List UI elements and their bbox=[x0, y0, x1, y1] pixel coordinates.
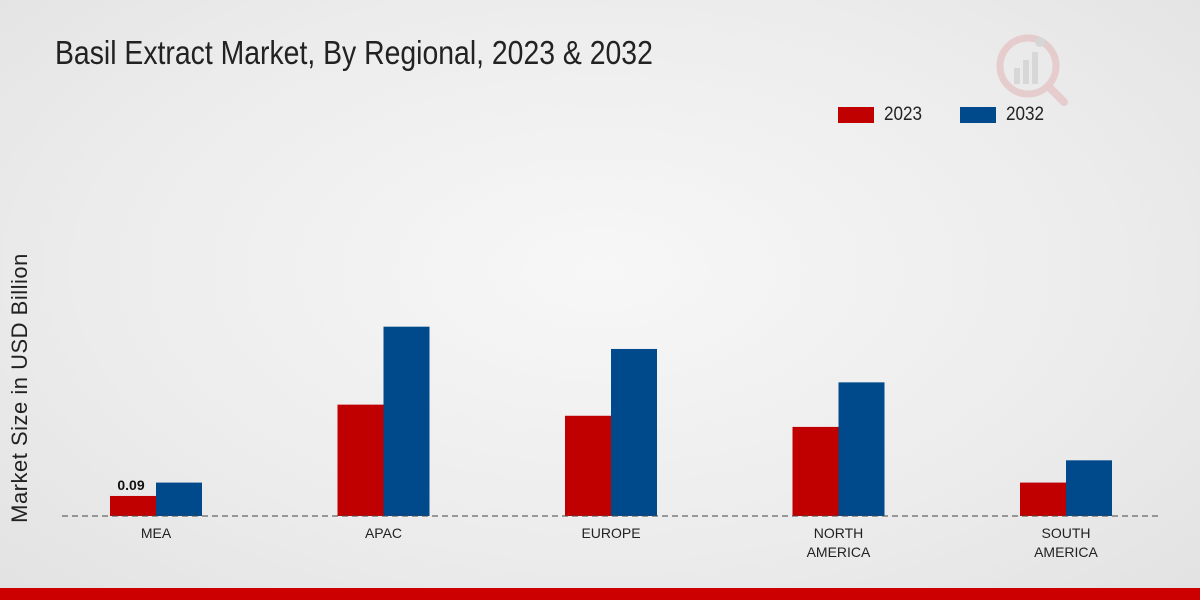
bar-2023-europe bbox=[565, 415, 611, 516]
legend: 2023 2032 bbox=[838, 104, 1049, 126]
x-tick-label: NORTH bbox=[814, 525, 864, 541]
bar-2023-south-america bbox=[1020, 482, 1066, 516]
x-tick-label: AMERICA bbox=[1034, 544, 1098, 560]
bar-2023-apac bbox=[337, 404, 384, 516]
chart-title: Basil Extract Market, By Regional, 2023 … bbox=[55, 34, 653, 71]
x-tick-label: MEA bbox=[141, 525, 172, 541]
legend-label-2032: 2032 bbox=[1006, 104, 1045, 125]
legend-swatch-2023 bbox=[838, 107, 874, 123]
x-tick-label: AMERICA bbox=[807, 544, 871, 560]
bar-2032-south-america bbox=[1066, 460, 1112, 516]
x-tick-label: EUROPE bbox=[581, 525, 640, 541]
brand-logo-icon bbox=[996, 34, 1068, 106]
bar-2032-north-america bbox=[838, 382, 885, 516]
x-tick-label: APAC bbox=[365, 525, 402, 541]
bar-2032-apac bbox=[383, 326, 430, 516]
legend-swatch-2032 bbox=[960, 107, 997, 123]
legend-label-2023: 2023 bbox=[884, 104, 923, 125]
bar-2023-mea bbox=[110, 495, 156, 516]
bar-2032-mea bbox=[156, 482, 202, 516]
x-tick-label: SOUTH bbox=[1042, 525, 1091, 541]
data-label: 0.09 bbox=[117, 477, 144, 493]
bar-2023-north-america bbox=[792, 426, 839, 516]
legend-item-2032: 2032 bbox=[960, 104, 1048, 126]
bar-2032-europe bbox=[611, 348, 657, 516]
legend-item-2023: 2023 bbox=[838, 104, 926, 126]
bottom-accent-bar bbox=[0, 588, 1200, 600]
